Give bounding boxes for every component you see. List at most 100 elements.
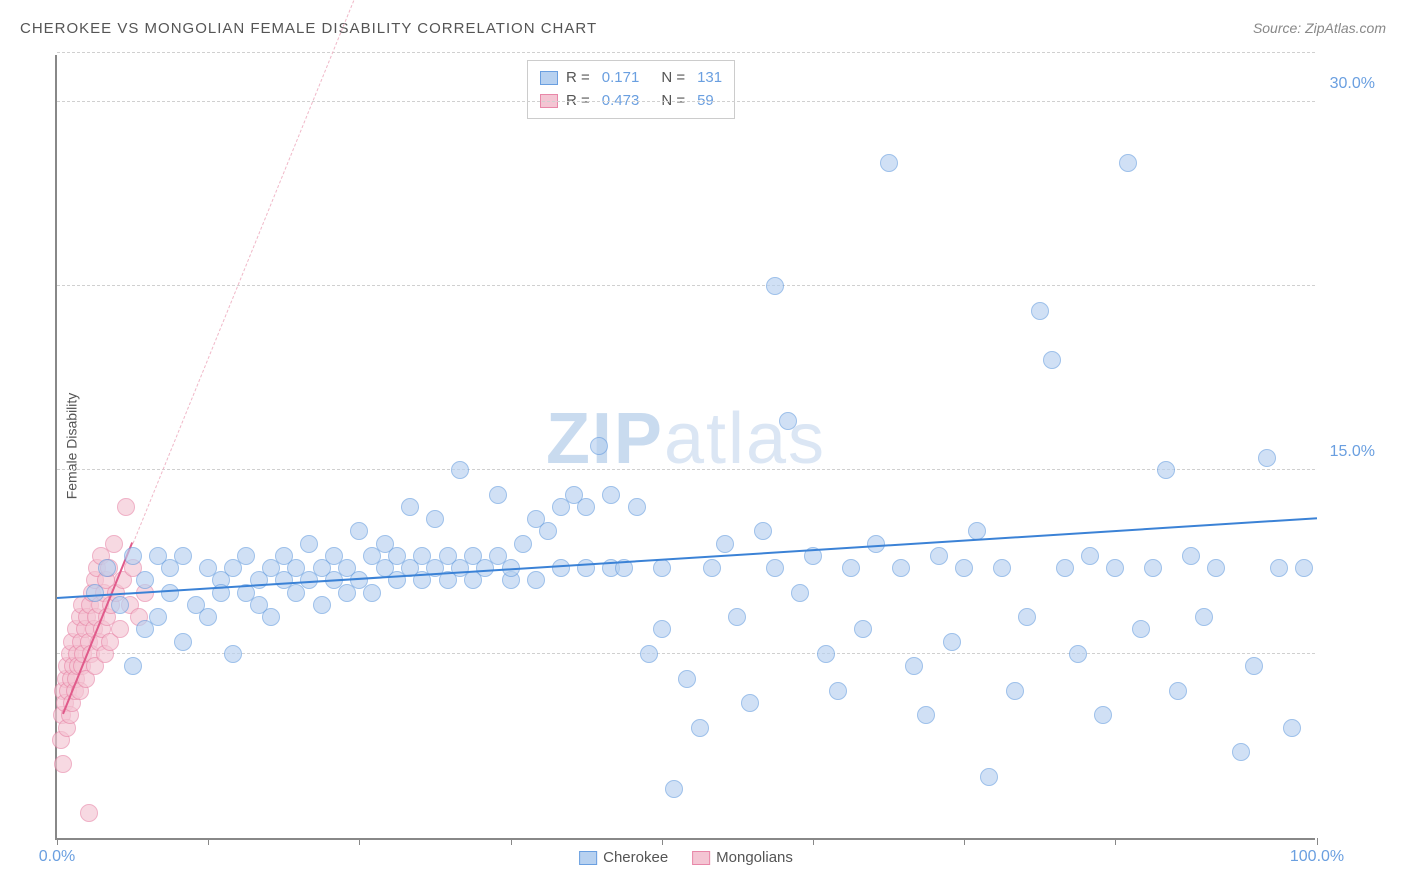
data-point-cherokee bbox=[149, 608, 167, 626]
data-point-cherokee bbox=[754, 522, 772, 540]
data-point-cherokee bbox=[741, 694, 759, 712]
data-point-cherokee bbox=[1106, 559, 1124, 577]
data-point-cherokee bbox=[98, 559, 116, 577]
data-point-cherokee bbox=[514, 535, 532, 553]
x-tick-label: 100.0% bbox=[1290, 848, 1344, 866]
data-point-cherokee bbox=[640, 645, 658, 663]
x-tick bbox=[662, 838, 663, 845]
data-point-cherokee bbox=[401, 498, 419, 516]
x-tick bbox=[1115, 838, 1116, 845]
x-tick bbox=[359, 838, 360, 845]
data-point-cherokee bbox=[262, 608, 280, 626]
data-point-cherokee bbox=[111, 596, 129, 614]
data-point-cherokee bbox=[1182, 547, 1200, 565]
legend-label: Mongolians bbox=[716, 849, 793, 866]
data-point-mongolians bbox=[105, 535, 123, 553]
data-point-cherokee bbox=[136, 571, 154, 589]
data-point-cherokee bbox=[313, 596, 331, 614]
data-point-mongolians bbox=[80, 804, 98, 822]
x-tick bbox=[57, 838, 58, 845]
data-point-cherokee bbox=[590, 437, 608, 455]
stats-legend: R =0.171N =131R =0.473N =59 bbox=[527, 60, 735, 119]
data-point-cherokee bbox=[1031, 302, 1049, 320]
data-point-cherokee bbox=[224, 645, 242, 663]
data-point-cherokee bbox=[628, 498, 646, 516]
data-point-cherokee bbox=[1056, 559, 1074, 577]
data-point-cherokee bbox=[766, 559, 784, 577]
data-point-cherokee bbox=[842, 559, 860, 577]
y-tick-label: 30.0% bbox=[1330, 75, 1375, 93]
gridline: 30.0% bbox=[57, 469, 1315, 470]
data-point-cherokee bbox=[199, 608, 217, 626]
swatch-icon bbox=[579, 851, 597, 865]
data-point-cherokee bbox=[1144, 559, 1162, 577]
data-point-cherokee bbox=[1295, 559, 1313, 577]
data-point-cherokee bbox=[577, 498, 595, 516]
data-point-cherokee bbox=[791, 584, 809, 602]
n-value: 131 bbox=[697, 67, 722, 90]
data-point-cherokee bbox=[930, 547, 948, 565]
data-point-cherokee bbox=[653, 620, 671, 638]
data-point-cherokee bbox=[577, 559, 595, 577]
data-point-cherokee bbox=[124, 547, 142, 565]
gridline bbox=[57, 52, 1315, 53]
x-tick bbox=[511, 838, 512, 845]
data-point-cherokee bbox=[728, 608, 746, 626]
data-point-cherokee bbox=[124, 657, 142, 675]
data-point-cherokee bbox=[1270, 559, 1288, 577]
series-legend: Cherokee Mongolians bbox=[579, 849, 793, 866]
data-point-cherokee bbox=[300, 535, 318, 553]
data-point-mongolians bbox=[111, 620, 129, 638]
plot-area: ZIPatlas R =0.171N =131R =0.473N =59 Che… bbox=[55, 55, 1315, 840]
data-point-cherokee bbox=[237, 547, 255, 565]
data-point-cherokee bbox=[691, 719, 709, 737]
swatch-icon bbox=[540, 71, 558, 85]
data-point-cherokee bbox=[1018, 608, 1036, 626]
watermark: ZIPatlas bbox=[546, 398, 826, 480]
data-point-cherokee bbox=[552, 559, 570, 577]
data-point-cherokee bbox=[161, 584, 179, 602]
data-point-cherokee bbox=[665, 780, 683, 798]
data-point-cherokee bbox=[892, 559, 910, 577]
data-point-cherokee bbox=[174, 633, 192, 651]
data-point-cherokee bbox=[653, 559, 671, 577]
data-point-cherokee bbox=[817, 645, 835, 663]
x-tick-label: 0.0% bbox=[39, 848, 75, 866]
x-tick bbox=[964, 838, 965, 845]
data-point-cherokee bbox=[955, 559, 973, 577]
r-value: 0.171 bbox=[602, 67, 640, 90]
gridline: 60.0% bbox=[57, 101, 1315, 102]
data-point-cherokee bbox=[174, 547, 192, 565]
data-point-cherokee bbox=[1069, 645, 1087, 663]
data-point-cherokee bbox=[1232, 743, 1250, 761]
data-point-cherokee bbox=[993, 559, 1011, 577]
swatch-icon bbox=[692, 851, 710, 865]
data-point-cherokee bbox=[1195, 608, 1213, 626]
data-point-cherokee bbox=[1132, 620, 1150, 638]
data-point-cherokee bbox=[716, 535, 734, 553]
x-tick bbox=[208, 838, 209, 845]
data-point-cherokee bbox=[86, 584, 104, 602]
data-point-cherokee bbox=[1169, 682, 1187, 700]
data-point-cherokee bbox=[451, 461, 469, 479]
gridline: 15.0% bbox=[57, 653, 1315, 654]
data-point-cherokee bbox=[905, 657, 923, 675]
y-tick-label: 15.0% bbox=[1330, 443, 1375, 461]
data-point-cherokee bbox=[1006, 682, 1024, 700]
data-point-cherokee bbox=[1157, 461, 1175, 479]
legend-item-mongolians: Mongolians bbox=[692, 849, 793, 866]
data-point-cherokee bbox=[1094, 706, 1112, 724]
data-point-cherokee bbox=[980, 768, 998, 786]
r-label: R = bbox=[566, 67, 590, 90]
data-point-cherokee bbox=[917, 706, 935, 724]
legend-item-cherokee: Cherokee bbox=[579, 849, 668, 866]
trend-line bbox=[132, 0, 372, 543]
data-point-cherokee bbox=[867, 535, 885, 553]
data-point-cherokee bbox=[1119, 154, 1137, 172]
data-point-cherokee bbox=[880, 154, 898, 172]
data-point-cherokee bbox=[779, 412, 797, 430]
data-point-cherokee bbox=[489, 486, 507, 504]
data-point-cherokee bbox=[1258, 449, 1276, 467]
data-point-cherokee bbox=[602, 486, 620, 504]
data-point-cherokee bbox=[527, 571, 545, 589]
